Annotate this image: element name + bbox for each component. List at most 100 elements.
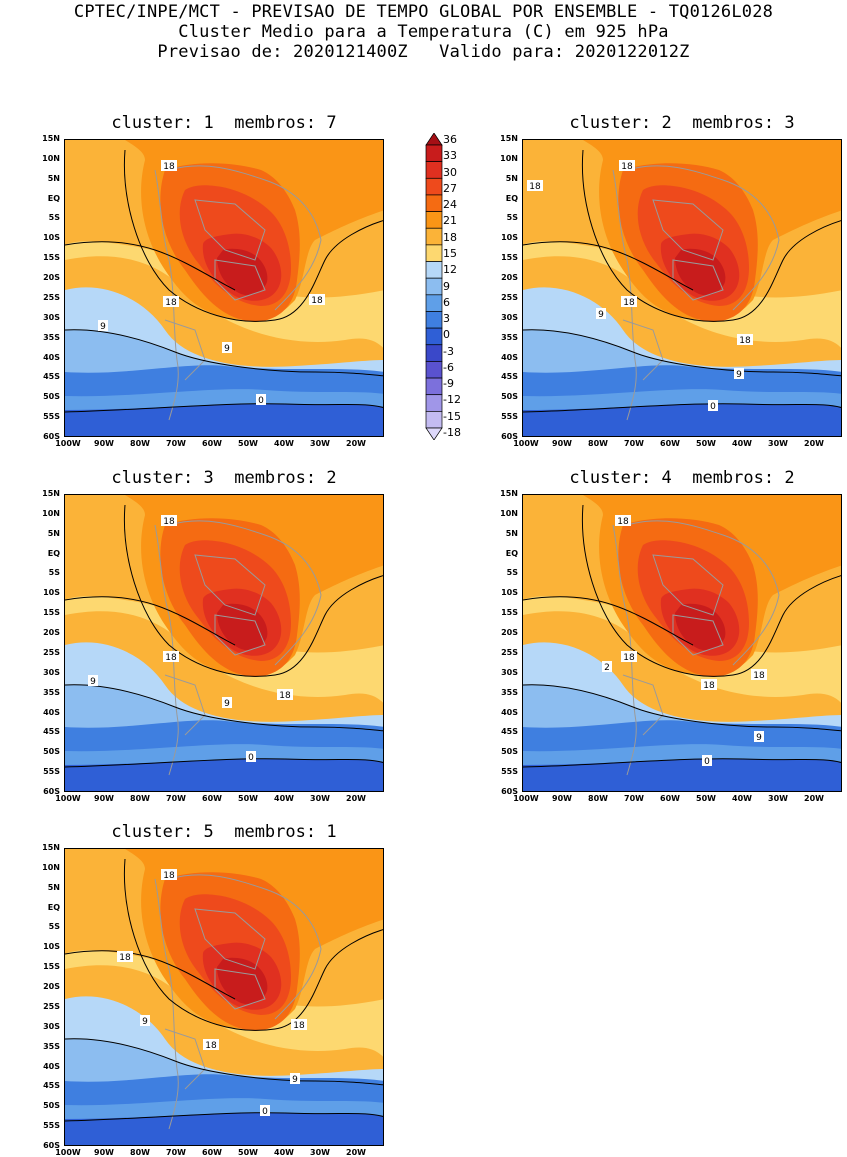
- lat-tick-label: 35S: [43, 687, 60, 697]
- lat-tick-label: 60S: [43, 1141, 60, 1150]
- lat-tick-label: 30S: [43, 1021, 60, 1031]
- coastline-4: [622, 674, 664, 736]
- svg-text:18: 18: [163, 162, 175, 172]
- lat-tick-label: 10S: [43, 233, 60, 243]
- svg-text:18: 18: [621, 162, 633, 172]
- contour-line-1: [123, 149, 383, 322]
- lat-tick-label: 15N: [42, 489, 60, 498]
- lat-tick-label: 55S: [43, 1121, 60, 1131]
- svg-text:18: 18: [623, 653, 635, 663]
- lon-tick-label: 50W: [238, 439, 258, 448]
- cold-band-3: [523, 403, 841, 436]
- lat-tick-label: 5N: [47, 173, 60, 183]
- coastline-4: [164, 674, 206, 736]
- lon-tick-label: 30W: [310, 439, 330, 448]
- colorbar-label: 27: [443, 181, 457, 195]
- lat-tick-label: 10N: [42, 508, 60, 518]
- lon-tick-label: 30W: [768, 439, 788, 448]
- colorbar-swatch: [425, 394, 443, 412]
- lon-tick-label: 60W: [660, 794, 680, 803]
- lon-tick-label: 90W: [94, 439, 114, 448]
- colorbar-label: 33: [443, 149, 457, 163]
- colorbar-swatch: [425, 411, 443, 429]
- colorbar-label: 0: [443, 328, 450, 342]
- lat-tick-label: 25S: [43, 292, 60, 302]
- contour-label: 9: [98, 320, 108, 332]
- lon-tick-label: 40W: [274, 1148, 294, 1157]
- lat-tick-label: 45S: [43, 372, 60, 382]
- lat-tick-label: 30S: [501, 667, 518, 677]
- contour-label: 18: [291, 1019, 307, 1031]
- lat-tick-label: 40S: [501, 352, 518, 362]
- lat-tick-label: 40S: [43, 707, 60, 717]
- lat-tick-label: 30S: [43, 312, 60, 322]
- svg-text:9: 9: [736, 370, 742, 380]
- lat-tick-label: 5S: [506, 568, 518, 578]
- colorbar-label: 18: [443, 230, 457, 244]
- coastline-1: [168, 874, 322, 1020]
- contour-label: 9: [88, 675, 98, 687]
- colorbar-swatch: [425, 311, 443, 329]
- lon-tick-label: 70W: [624, 794, 644, 803]
- coastline-4: [164, 319, 206, 381]
- lon-tick-label: 90W: [94, 794, 114, 803]
- colorbar-swatch: [425, 161, 443, 179]
- svg-text:18: 18: [163, 871, 175, 881]
- contour-label: 18: [615, 515, 631, 527]
- colorbar-svg: [425, 133, 443, 440]
- lon-tick-label: 90W: [552, 794, 572, 803]
- map-panel-3: 18 18 18 9 9 0: [64, 494, 384, 792]
- coastline-4: [164, 1028, 206, 1090]
- contour-label: 9: [596, 308, 606, 320]
- colorbar-label: 36: [443, 133, 457, 146]
- lon-tick-label: 60W: [202, 1148, 222, 1157]
- contour-label: 18: [701, 679, 717, 691]
- lat-tick-label: 35S: [43, 332, 60, 342]
- contour-label: 0: [702, 755, 712, 767]
- lat-tick-label: 40S: [501, 707, 518, 717]
- contour-label: 18: [527, 180, 543, 192]
- colorbar-label: 3: [443, 312, 450, 326]
- lat-tick-label: 5N: [505, 528, 518, 538]
- lon-tick-label: 70W: [166, 439, 186, 448]
- lon-tick-label: 40W: [274, 439, 294, 448]
- lat-tick-label: 15S: [43, 962, 60, 972]
- header-line-1: CPTEC/INPE/MCT - PREVISAO DE TEMPO GLOBA…: [73, 2, 774, 22]
- colorbar-swatch: [425, 194, 443, 212]
- lon-tick-label: 50W: [696, 794, 716, 803]
- coastline-2: [652, 199, 724, 261]
- lat-tick-label: 15S: [43, 608, 60, 618]
- lat-tick-label: 15N: [42, 134, 60, 143]
- svg-text:18: 18: [739, 336, 751, 346]
- map-panel-5: 18 18 18 18 9 9 0: [64, 848, 384, 1146]
- contour-label: 9: [222, 342, 232, 354]
- map-panel-1: 18 18 18 9 9 0: [64, 139, 384, 437]
- colorbar-label: 24: [443, 198, 457, 212]
- lon-tick-label: 70W: [624, 439, 644, 448]
- lat-tick-label: 55S: [501, 412, 518, 422]
- colorbar-swatch: [425, 177, 443, 196]
- lon-tick-label: 50W: [238, 1148, 258, 1157]
- svg-text:18: 18: [311, 296, 323, 306]
- svg-text:0: 0: [262, 1107, 268, 1117]
- lon-tick-label: 100W: [55, 1148, 81, 1157]
- lat-tick-label: 50S: [501, 392, 518, 402]
- panel-title-5: cluster: 5 membros: 1: [111, 822, 337, 842]
- contour-line-3: [65, 403, 383, 413]
- colorbar-swatch: [425, 144, 443, 162]
- svg-text:2: 2: [604, 663, 610, 673]
- contour-line-0: [523, 241, 694, 291]
- contour-line-0: [65, 241, 236, 291]
- lon-tick-label: 20W: [346, 794, 366, 803]
- contour-line-3: [523, 758, 841, 768]
- lat-tick-label: 25S: [43, 647, 60, 657]
- colorbar-label: -15: [443, 409, 461, 423]
- colorbar-swatch: [425, 227, 443, 246]
- contour-label: 18: [751, 669, 767, 681]
- coastline-4: [622, 319, 664, 381]
- lat-tick-label: 20S: [43, 982, 60, 992]
- lat-tick-label: 15S: [501, 608, 518, 618]
- lon-tick-label: 50W: [238, 794, 258, 803]
- lon-tick-label: 90W: [94, 1148, 114, 1157]
- svg-text:0: 0: [710, 402, 716, 412]
